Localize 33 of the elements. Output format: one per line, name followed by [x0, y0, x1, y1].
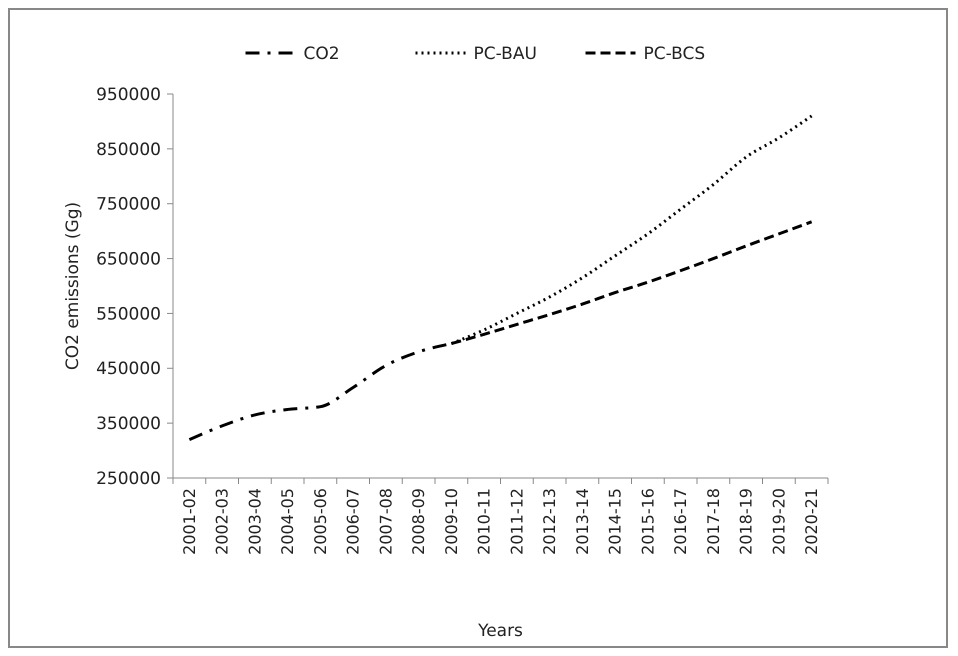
x-tick-label: 2012-13	[540, 488, 560, 555]
x-tick-label: 2010-11	[474, 488, 494, 555]
x-tick-label: 2005-06	[310, 488, 330, 555]
x-tick-label: 2014-15	[606, 488, 625, 555]
y-tick-label: 750000	[96, 194, 161, 215]
x-tick-label: 2007-08	[376, 488, 396, 555]
x-tick-label: 2020-21	[802, 488, 822, 555]
x-tick-label: 2003-04	[245, 488, 264, 555]
x-tick-label: 2008-09	[409, 488, 428, 555]
x-tick-label: 2006-07	[344, 488, 363, 555]
x-axis-title: Years	[477, 621, 524, 641]
x-tick-label: 2018-19	[736, 488, 756, 555]
y-tick-label: 450000	[96, 359, 161, 380]
x-tick-label: 2004-05	[278, 488, 298, 555]
x-tick-label: 2019-20	[769, 488, 788, 555]
legend-label: PC-BAU	[474, 44, 537, 64]
x-tick-label: 2016-17	[671, 488, 690, 555]
x-tick-label: 2002-03	[212, 488, 232, 555]
x-tick-label: 2009-10	[442, 488, 461, 555]
y-tick-label: 250000	[96, 468, 161, 489]
x-tick-label: 2011-12	[507, 488, 526, 555]
y-tick-label: 350000	[96, 414, 161, 434]
y-tick-label: 550000	[96, 304, 161, 324]
legend-label: CO2	[304, 44, 340, 64]
y-axis-title: CO2 emissions (Gg)	[63, 202, 83, 370]
legend-label: PC-BCS	[644, 44, 706, 64]
y-tick-label: 850000	[96, 140, 161, 160]
y-tick-label: 650000	[96, 250, 161, 270]
y-tick-label: 950000	[96, 84, 161, 105]
x-tick-label: 2013-14	[572, 488, 592, 555]
x-tick-label: 2017-18	[704, 488, 723, 555]
x-tick-label: 2015-16	[638, 488, 658, 555]
x-tick-label: 2001-02	[180, 488, 199, 555]
